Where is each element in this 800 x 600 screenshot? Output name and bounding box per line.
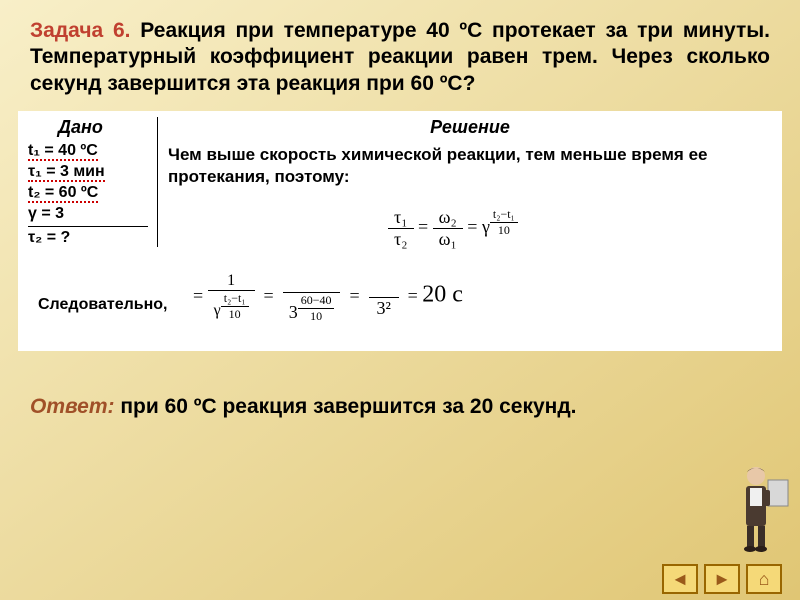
answer-label: Ответ: bbox=[30, 395, 115, 418]
exp-denominator: 10 bbox=[490, 223, 518, 238]
exp-num: 60−40 bbox=[298, 293, 335, 309]
formula-ratio: τ₁ τ₂ = ω₂ ω₁ = γ t₂−t₁ 10 bbox=[388, 207, 518, 250]
exp-den: 10 bbox=[298, 309, 335, 324]
fraction: ω₂ ω₁ bbox=[433, 207, 463, 250]
given-line: τ₁ = 3 мин bbox=[28, 163, 157, 181]
given-value: t₂ = 60 ºС bbox=[28, 184, 98, 203]
prev-button[interactable]: ◄ bbox=[662, 564, 698, 594]
denominator: ω₁ bbox=[433, 229, 463, 250]
equals: = bbox=[264, 285, 274, 305]
gamma: γ bbox=[482, 216, 490, 236]
divider bbox=[28, 226, 148, 227]
given-line: γ = 3 bbox=[28, 205, 157, 223]
exp-num: t₂−t₁ bbox=[221, 291, 249, 307]
solution-box: Дано t₁ = 40 ºС τ₁ = 3 мин t₂ = 60 ºС γ … bbox=[18, 111, 782, 351]
exponent-fraction: t₂−t₁ 10 bbox=[221, 291, 249, 322]
numerator: 1 bbox=[208, 272, 255, 291]
denominator: 3 60−40 10 bbox=[283, 293, 341, 324]
result-value: 20 с bbox=[422, 281, 463, 307]
arrow-left-icon: ◄ bbox=[671, 569, 689, 590]
exponent-fraction: 60−40 10 bbox=[298, 293, 335, 324]
equals: = bbox=[193, 285, 203, 305]
solution-header: Решение bbox=[168, 117, 772, 138]
base: γ bbox=[214, 302, 221, 319]
numerator bbox=[369, 276, 399, 298]
given-value: t₁ = 40 ºС bbox=[28, 142, 98, 161]
equals: = bbox=[408, 285, 418, 305]
consequently-label: Следовательно, bbox=[38, 296, 167, 314]
given-header: Дано bbox=[58, 117, 157, 138]
equals: = bbox=[418, 216, 428, 236]
exp-den: 10 bbox=[221, 307, 249, 322]
exp-numerator: t₂−t₁ bbox=[490, 207, 518, 223]
problem-text: Реакция при температуре 40 ºС протекает … bbox=[30, 19, 770, 95]
denominator: 3² bbox=[369, 298, 399, 319]
given-line: t₁ = 40 ºС bbox=[28, 142, 157, 160]
equals: = bbox=[467, 216, 477, 236]
given-column: Дано t₁ = 40 ºС τ₁ = 3 мин t₂ = 60 ºС γ … bbox=[28, 117, 158, 247]
fraction: 1 γ t₂−t₁ 10 bbox=[208, 272, 255, 322]
arrow-right-icon: ► bbox=[713, 569, 731, 590]
next-button[interactable]: ► bbox=[704, 564, 740, 594]
answer-text: при 60 ºС реакция завершится за 20 секун… bbox=[115, 395, 577, 418]
numerator: τ₁ bbox=[388, 207, 414, 229]
slide-background: Задача 6. Реакция при температуре 40 ºС … bbox=[0, 0, 800, 600]
given-line: t₂ = 60 ºС bbox=[28, 184, 157, 202]
denominator: τ₂ bbox=[388, 229, 414, 250]
fraction: τ₁ τ₂ bbox=[388, 207, 414, 250]
scientist-figure-icon bbox=[734, 462, 790, 552]
equals: = bbox=[349, 285, 359, 305]
answer-block: Ответ: при 60 ºС реакция завершится за 2… bbox=[0, 355, 800, 429]
nav-buttons: ◄ ► ⌂ bbox=[662, 564, 782, 594]
base: 3 bbox=[289, 302, 298, 322]
problem-statement: Задача 6. Реакция при температуре 40 ºС … bbox=[0, 0, 800, 107]
denominator: γ t₂−t₁ 10 bbox=[208, 291, 255, 322]
solution-column: Решение Чем выше скорость химической реа… bbox=[168, 117, 772, 188]
numerator: ω₂ bbox=[433, 207, 463, 229]
home-button[interactable]: ⌂ bbox=[746, 564, 782, 594]
fraction: 3² bbox=[369, 276, 399, 319]
problem-title: Задача 6. bbox=[30, 19, 131, 42]
numerator bbox=[283, 271, 341, 293]
solution-body: Чем выше скорость химической реакции, те… bbox=[168, 145, 707, 186]
solution-text: Чем выше скорость химической реакции, те… bbox=[168, 144, 772, 188]
exponent-fraction: t₂−t₁ 10 bbox=[490, 207, 518, 238]
formula-calculation: = 1 γ t₂−t₁ 10 = 3 60−40 10 bbox=[193, 271, 463, 324]
given-question: τ₂ = ? bbox=[28, 229, 157, 247]
fraction: 3 60−40 10 bbox=[283, 271, 341, 324]
given-value: τ₁ = 3 мин bbox=[28, 163, 105, 182]
home-icon: ⌂ bbox=[759, 569, 770, 590]
